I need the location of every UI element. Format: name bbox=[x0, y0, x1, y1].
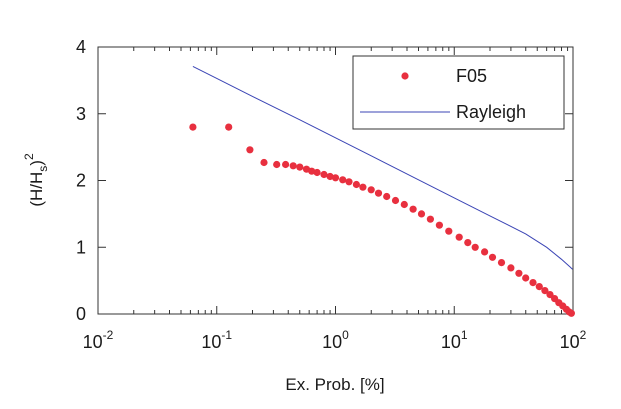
data-point-f05 bbox=[345, 178, 353, 186]
y-axis-label: (H/Hs)2 bbox=[22, 153, 50, 207]
data-point-f05 bbox=[464, 239, 472, 247]
data-point-f05 bbox=[313, 168, 321, 177]
y-tick-label: 0 bbox=[76, 304, 86, 324]
data-point-f05 bbox=[391, 196, 400, 205]
data-point-f05 bbox=[282, 160, 290, 169]
y-tick-label: 3 bbox=[76, 104, 86, 124]
x-tick-label: 10-1 bbox=[201, 328, 232, 352]
data-point-f05 bbox=[426, 215, 434, 223]
x-tick-labels: 10-2 10-1 100 101 102 bbox=[83, 328, 587, 352]
y-axis-label-base: (H/H bbox=[27, 172, 46, 207]
data-point-f05 bbox=[383, 192, 391, 201]
data-point-f05 bbox=[374, 189, 383, 197]
x-tick-label: 100 bbox=[322, 328, 349, 352]
y-axis-label-sup: 2 bbox=[22, 153, 36, 160]
y-tick-label: 2 bbox=[76, 171, 86, 191]
x-axis-label: Ex. Prob. [%] bbox=[285, 375, 384, 394]
data-point-f05 bbox=[320, 170, 328, 179]
data-point-f05 bbox=[567, 309, 576, 317]
data-point-f05 bbox=[308, 167, 316, 175]
data-point-f05 bbox=[260, 158, 268, 167]
y-tick-label: 1 bbox=[76, 237, 86, 257]
data-point-f05 bbox=[225, 123, 233, 131]
data-point-f05 bbox=[331, 174, 340, 182]
data-point-f05 bbox=[359, 183, 367, 191]
data-point-f05 bbox=[435, 221, 443, 229]
data-point-f05 bbox=[535, 283, 543, 291]
data-point-f05 bbox=[471, 243, 479, 251]
legend: F05 Rayleigh bbox=[352, 55, 565, 130]
series-layer bbox=[189, 65, 576, 317]
x-tick-label: 101 bbox=[441, 328, 468, 352]
data-point-f05 bbox=[488, 253, 497, 261]
legend-label-rayleigh: Rayleigh bbox=[456, 102, 526, 122]
data-point-f05 bbox=[409, 205, 417, 213]
data-point-f05 bbox=[246, 146, 254, 154]
data-point-f05 bbox=[352, 180, 360, 189]
data-point-f05 bbox=[522, 274, 530, 282]
y-axis-label-close: ) bbox=[27, 160, 46, 166]
y-tick-label: 4 bbox=[76, 37, 86, 57]
data-point-f05 bbox=[296, 163, 304, 171]
series-line-rayleigh bbox=[192, 65, 573, 270]
data-point-f05 bbox=[400, 200, 408, 209]
legend-box bbox=[352, 55, 565, 130]
data-point-f05 bbox=[289, 162, 297, 170]
data-point-f05 bbox=[326, 172, 334, 181]
data-point-f05 bbox=[273, 160, 281, 169]
data-point-f05 bbox=[541, 287, 549, 295]
data-point-f05 bbox=[445, 227, 453, 235]
data-point-f05 bbox=[507, 264, 515, 272]
svg-text:(H/Hs)2: (H/Hs)2 bbox=[22, 153, 50, 207]
y-tick-labels: 0 1 2 3 4 bbox=[76, 37, 86, 324]
legend-label-f05: F05 bbox=[456, 66, 487, 86]
legend-marker-f05 bbox=[401, 72, 409, 80]
data-point-f05 bbox=[417, 210, 426, 218]
data-point-f05 bbox=[189, 123, 197, 131]
data-point-f05 bbox=[529, 279, 537, 287]
data-point-f05 bbox=[481, 248, 489, 256]
y-tick-marks bbox=[98, 46, 573, 315]
x-tick-label: 10-2 bbox=[83, 328, 114, 352]
y-axis-label-sub: s bbox=[36, 166, 50, 172]
x-tick-label: 102 bbox=[560, 328, 587, 352]
data-point-f05 bbox=[497, 259, 506, 267]
data-point-f05 bbox=[367, 186, 375, 194]
data-point-f05 bbox=[339, 176, 347, 184]
data-point-f05 bbox=[455, 233, 463, 241]
data-point-f05 bbox=[515, 269, 523, 277]
